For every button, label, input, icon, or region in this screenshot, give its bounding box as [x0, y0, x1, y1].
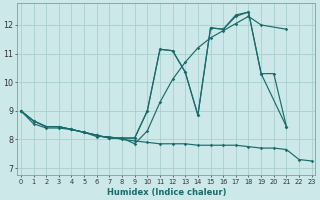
X-axis label: Humidex (Indice chaleur): Humidex (Indice chaleur) — [107, 188, 226, 197]
